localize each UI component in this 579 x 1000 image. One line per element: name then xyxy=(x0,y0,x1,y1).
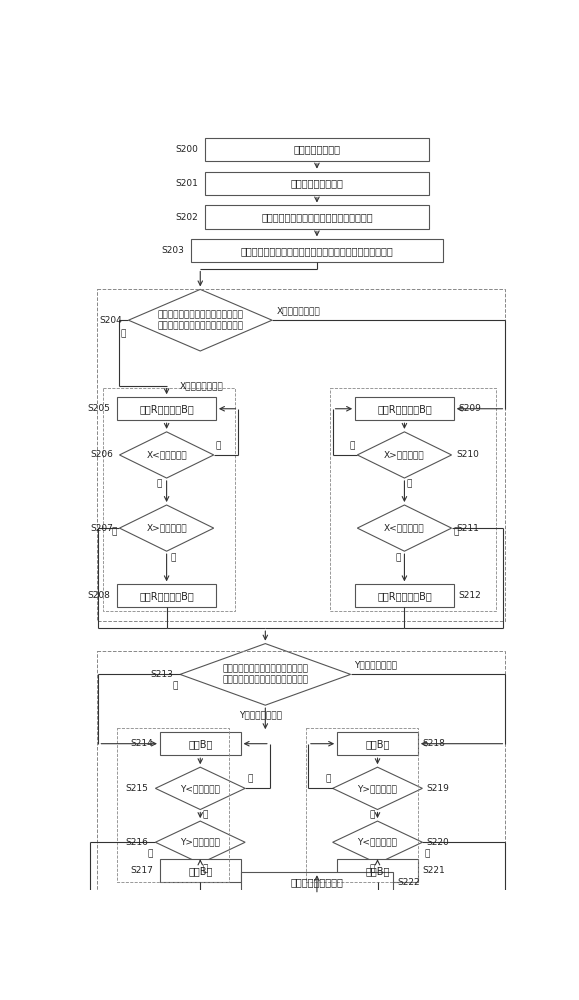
Bar xyxy=(331,388,496,611)
FancyBboxPatch shape xyxy=(205,172,429,195)
FancyBboxPatch shape xyxy=(241,872,393,892)
Text: S218: S218 xyxy=(423,739,445,748)
Text: Y>第三范围值: Y>第三范围值 xyxy=(180,838,220,847)
Text: Y小于第四范围值: Y小于第四范围值 xyxy=(239,710,283,719)
FancyBboxPatch shape xyxy=(160,732,241,755)
Polygon shape xyxy=(119,432,214,478)
Text: S222: S222 xyxy=(398,878,420,887)
Text: S208: S208 xyxy=(87,591,111,600)
FancyBboxPatch shape xyxy=(191,239,442,262)
Text: 否: 否 xyxy=(406,480,412,489)
Text: 是: 是 xyxy=(247,775,253,784)
Text: X<第二范围值: X<第二范围值 xyxy=(384,524,425,533)
Text: 根据预先设置的绿色增益值，显示测试图片: 根据预先设置的绿色增益值，显示测试图片 xyxy=(261,212,373,222)
Text: 判断所述第二坐标值是否小于或等于
第三范围值且大于或等于第四范围值: 判断所述第二坐标值是否小于或等于 第三范围值且大于或等于第四范围值 xyxy=(222,664,309,684)
Text: S206: S206 xyxy=(90,450,113,459)
Text: X大于第一范围值: X大于第一范围值 xyxy=(277,306,320,315)
Text: S215: S215 xyxy=(126,784,149,793)
Text: 预先设置绿色增益值: 预先设置绿色增益值 xyxy=(291,178,343,188)
Text: S200: S200 xyxy=(175,145,198,154)
Text: 减小B值: 减小B值 xyxy=(188,739,212,749)
Bar xyxy=(97,651,505,898)
Bar xyxy=(97,289,505,620)
Polygon shape xyxy=(357,505,452,551)
Text: X小于第二范围值: X小于第二范围值 xyxy=(180,381,224,390)
Text: 否: 否 xyxy=(148,849,153,858)
Text: 是: 是 xyxy=(216,441,221,450)
Text: 是: 是 xyxy=(121,330,126,339)
FancyBboxPatch shape xyxy=(205,205,429,229)
Text: 是: 是 xyxy=(173,681,178,690)
Polygon shape xyxy=(180,644,350,705)
Text: S212: S212 xyxy=(459,591,481,600)
FancyBboxPatch shape xyxy=(355,584,454,607)
Text: S203: S203 xyxy=(162,246,185,255)
Text: 减小R值或增大B值: 减小R值或增大B值 xyxy=(377,404,432,414)
Bar xyxy=(117,728,229,882)
FancyBboxPatch shape xyxy=(337,859,418,882)
Text: S209: S209 xyxy=(459,404,481,413)
Text: 否: 否 xyxy=(454,527,459,536)
Text: S204: S204 xyxy=(99,316,122,325)
FancyBboxPatch shape xyxy=(355,397,454,420)
Text: 增大B值: 增大B值 xyxy=(365,739,390,749)
Text: S216: S216 xyxy=(126,838,149,847)
Text: S211: S211 xyxy=(456,524,479,533)
Text: S221: S221 xyxy=(423,866,445,875)
Text: S217: S217 xyxy=(130,866,153,875)
Polygon shape xyxy=(155,821,245,863)
Text: 增大R值或减小B值: 增大R值或减小B值 xyxy=(377,591,432,601)
Text: 是: 是 xyxy=(170,553,175,562)
Text: 否: 否 xyxy=(112,527,117,536)
Text: S214: S214 xyxy=(130,739,153,748)
Text: 判断所述第一坐标值是否小于或等于
第一范围值且大于或等于第二范围值: 判断所述第一坐标值是否小于或等于 第一范围值且大于或等于第二范围值 xyxy=(157,310,243,330)
FancyBboxPatch shape xyxy=(117,584,216,607)
Text: S207: S207 xyxy=(90,524,113,533)
FancyBboxPatch shape xyxy=(160,859,241,882)
FancyBboxPatch shape xyxy=(205,138,429,161)
FancyBboxPatch shape xyxy=(117,397,216,420)
Text: 是: 是 xyxy=(325,775,331,784)
Bar xyxy=(306,728,418,882)
Text: X<第二范围值: X<第二范围值 xyxy=(146,450,187,459)
Text: 是: 是 xyxy=(395,553,401,562)
Text: 否: 否 xyxy=(424,849,430,858)
Text: 对所述测试图片进行测量，得出所述测试图片的色温坐标值: 对所述测试图片进行测量，得出所述测试图片的色温坐标值 xyxy=(240,246,393,256)
Text: S202: S202 xyxy=(175,213,198,222)
Text: Y>第三范围值: Y>第三范围值 xyxy=(358,784,397,793)
Text: 否: 否 xyxy=(370,811,375,820)
Text: S210: S210 xyxy=(456,450,479,459)
Text: 是: 是 xyxy=(370,865,375,874)
Text: 是: 是 xyxy=(350,441,355,450)
Polygon shape xyxy=(332,821,423,863)
Polygon shape xyxy=(119,505,214,551)
Text: X>第一范围值: X>第一范围值 xyxy=(384,450,425,459)
Polygon shape xyxy=(129,289,272,351)
Bar xyxy=(103,388,235,611)
Text: 减小R值或增大B值: 减小R值或增大B值 xyxy=(139,591,194,601)
Polygon shape xyxy=(155,767,245,810)
Polygon shape xyxy=(332,767,423,810)
Polygon shape xyxy=(357,432,452,478)
Text: 预先设置测试图片: 预先设置测试图片 xyxy=(294,144,340,154)
Text: 增大R值或减小B值: 增大R值或减小B值 xyxy=(139,404,194,414)
Text: S220: S220 xyxy=(427,838,450,847)
Text: Y<第四范围值: Y<第四范围值 xyxy=(358,838,397,847)
Text: 是: 是 xyxy=(203,865,208,874)
Text: S213: S213 xyxy=(151,670,173,679)
Text: 否: 否 xyxy=(203,811,208,820)
Text: S219: S219 xyxy=(427,784,450,793)
Text: Y大于第三范围值: Y大于第三范围值 xyxy=(354,661,397,670)
Text: 否: 否 xyxy=(157,480,162,489)
Text: 增大B值: 增大B值 xyxy=(188,866,212,876)
FancyBboxPatch shape xyxy=(337,732,418,755)
Text: X>第一范围值: X>第一范围值 xyxy=(146,524,187,533)
Text: Y<第四范围值: Y<第四范围值 xyxy=(180,784,220,793)
Text: S201: S201 xyxy=(175,179,198,188)
Text: S205: S205 xyxy=(87,404,111,413)
Text: 自动白平衡调整结束: 自动白平衡调整结束 xyxy=(291,877,343,887)
Text: 减小B值: 减小B值 xyxy=(365,866,390,876)
